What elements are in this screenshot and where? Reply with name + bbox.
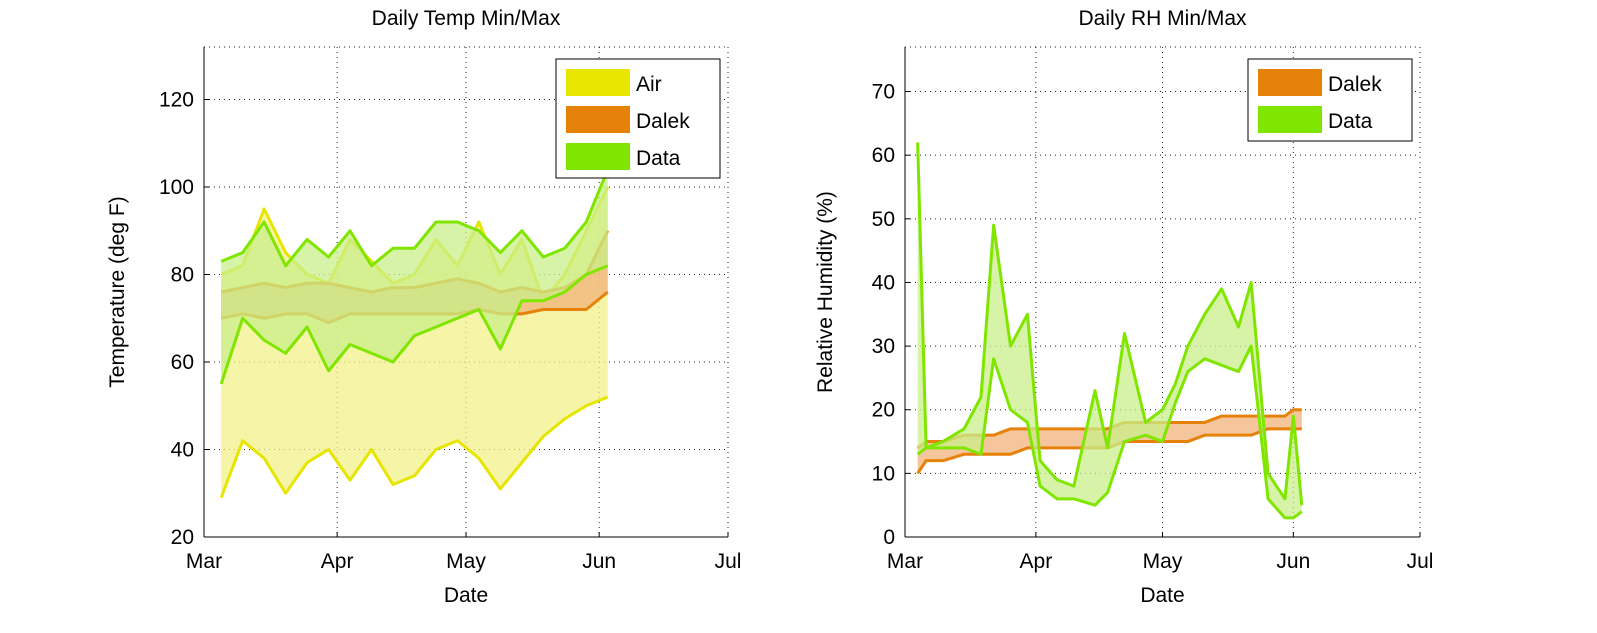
y-tick-label: 80 [171, 264, 194, 287]
y-tick-label: 100 [159, 176, 194, 199]
y-tick-label: 120 [159, 89, 194, 112]
chart-title: Daily Temp Min/Max [372, 7, 561, 30]
x-tick-label: Jun [582, 550, 616, 573]
legend-swatch-data [566, 143, 630, 170]
legend-swatch-dalek [566, 106, 630, 133]
series-max-line-data [220, 168, 610, 268]
y-tick-label: 30 [872, 335, 895, 358]
y-tick-label: 10 [872, 462, 895, 485]
x-tick-label: Mar [887, 550, 923, 573]
y-tick-label: 40 [872, 271, 895, 294]
y-tick-label: 20 [171, 526, 194, 549]
chart-1: 0 10 20 30 40 50 60 70 Mar Apr May Jun Jul Daily RH M… [814, 7, 1433, 607]
chart-title: Daily RH Min/Max [1078, 7, 1247, 30]
legend-label: Dalek [636, 110, 690, 133]
x-tick-label: Apr [321, 550, 354, 573]
legend-label: Air [636, 73, 662, 96]
series-min-line-air [219, 395, 609, 499]
y-axis-label: Temperature (deg F) [106, 196, 129, 387]
series-max-line-data [916, 142, 1304, 506]
legend-label: Data [1328, 110, 1373, 133]
x-tick-label: May [446, 550, 486, 573]
legend-label: Dalek [1328, 73, 1382, 96]
x-tick-label: Jul [1407, 550, 1434, 573]
y-tick-label: 50 [872, 208, 895, 231]
y-axis-label: Relative Humidity (%) [814, 191, 837, 393]
legend-swatch-air [566, 69, 630, 96]
legend-swatch-dalek [1258, 69, 1322, 96]
legend-label: Data [636, 147, 681, 170]
chart-0: 20 40 60 80 100 120 Mar Apr May Jun Jul Daily Temp … [106, 7, 741, 607]
x-axis-label: Date [1140, 584, 1184, 607]
series-min-line-data [916, 344, 1303, 520]
legend: Air Dalek Data [555, 58, 721, 179]
series-band-data [917, 142, 1302, 518]
x-axis-label: Date [444, 584, 488, 607]
x-tick-label: Jun [1276, 550, 1310, 573]
y-tick-label: 70 [872, 81, 895, 104]
legend-swatch-data [1258, 106, 1322, 133]
y-tick-label: 20 [872, 399, 895, 422]
series-min-line-data [219, 264, 609, 385]
y-tick-label: 0 [883, 526, 895, 549]
series-band-data [221, 169, 608, 384]
x-tick-label: May [1143, 550, 1183, 573]
x-tick-label: Apr [1020, 550, 1053, 573]
legend: Dalek Data [1247, 58, 1413, 142]
x-tick-label: Mar [186, 550, 222, 573]
y-tick-label: 60 [171, 351, 194, 374]
y-tick-label: 40 [171, 439, 194, 462]
x-tick-label: Jul [715, 550, 742, 573]
y-tick-label: 60 [872, 144, 895, 167]
